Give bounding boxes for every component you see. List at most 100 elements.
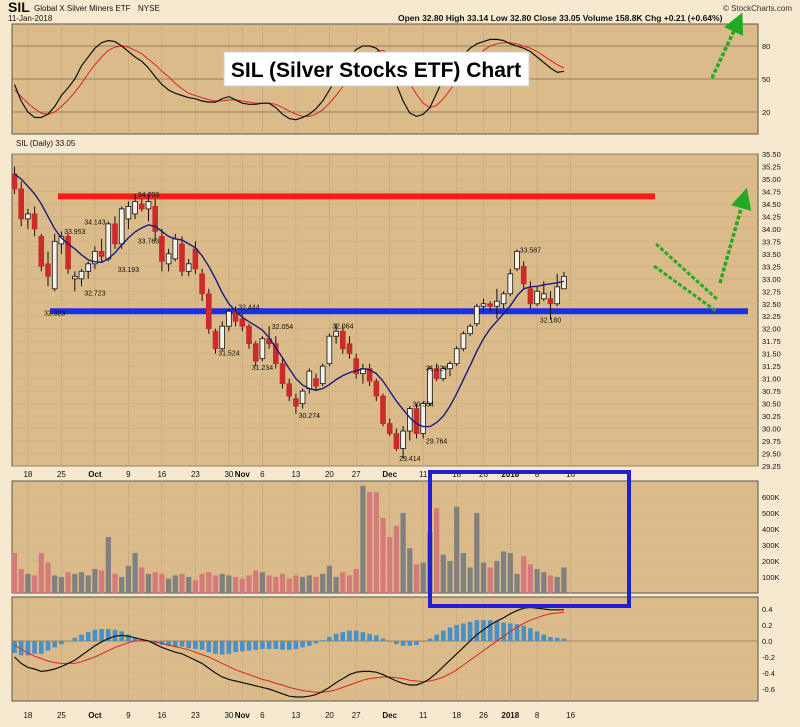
- macd-histogram-bar: [367, 633, 372, 641]
- date-label: 26: [479, 470, 488, 479]
- price-tick-label: 34.00: [762, 225, 781, 234]
- price-tick-label: 33.75: [762, 237, 781, 246]
- candle-down: [353, 358, 359, 375]
- volume-bar: [306, 575, 312, 593]
- price-tick-label: 35.50: [762, 150, 781, 159]
- candle-up: [427, 368, 433, 405]
- volume-bar: [219, 573, 225, 593]
- candle-up: [125, 206, 132, 220]
- macd-histogram-bar: [374, 635, 379, 641]
- macd-histogram-bar: [307, 641, 312, 646]
- macd-histogram-bar: [333, 633, 339, 641]
- volume-bar: [72, 573, 78, 593]
- volume-bar: [78, 572, 85, 593]
- price-tick-label: 30.50: [762, 400, 781, 409]
- candle-down: [212, 330, 219, 350]
- rsi-line: [13, 38, 564, 121]
- date-label: 2018: [501, 711, 519, 720]
- price-point-label: 29.414: [399, 456, 421, 463]
- rsi-up-arrow: [710, 12, 744, 79]
- candle-up: [78, 270, 85, 280]
- price-point-label: 31.224: [426, 365, 448, 372]
- volume-bar: [25, 573, 31, 593]
- macd-histogram-bar: [179, 641, 185, 647]
- price-point-label: 31.234: [252, 365, 274, 372]
- macd-histogram-bar: [353, 630, 359, 641]
- macd-histogram-bar: [434, 634, 439, 641]
- date-label: 11: [419, 711, 428, 720]
- date-label: 16: [157, 711, 166, 720]
- date-label: Dec: [382, 470, 397, 479]
- macd-histogram-bar: [521, 625, 526, 641]
- candle-up: [319, 365, 326, 385]
- macd-histogram-bar: [508, 623, 513, 641]
- macd-histogram-bar: [561, 638, 567, 641]
- price-tick-label: 35.00: [762, 175, 781, 184]
- macd-histogram-bar: [387, 641, 392, 642]
- macd-histogram-bar: [18, 641, 24, 656]
- date-label: Dec: [382, 711, 397, 720]
- candle-up: [480, 303, 487, 307]
- macd-histogram-bar: [360, 632, 366, 641]
- price-tick-label: 32.50: [762, 300, 781, 309]
- price-point-label: 32.064: [332, 324, 354, 331]
- volume-bar: [514, 573, 520, 593]
- price-tick-label: 31.25: [762, 362, 781, 371]
- date-label: 16: [157, 470, 166, 479]
- candle-down: [547, 298, 554, 305]
- candle-down: [18, 188, 24, 220]
- macd-histogram-bar: [126, 634, 131, 641]
- candle-up: [25, 213, 31, 220]
- macd-histogram-bar: [320, 640, 325, 641]
- volume-bar: [132, 553, 138, 593]
- volume-bar: [393, 525, 399, 593]
- macd-histogram-bar: [260, 641, 265, 649]
- macd-histogram-bar: [501, 622, 506, 641]
- volume-bar: [32, 575, 38, 593]
- candle-up: [541, 293, 547, 300]
- volume-bar: [420, 562, 426, 593]
- macd-histogram-bar: [193, 641, 198, 649]
- candle-up: [259, 338, 266, 360]
- macd-histogram-bar: [347, 630, 352, 641]
- price-tick-label: 35.25: [762, 162, 781, 171]
- date-label: 11: [419, 470, 428, 479]
- date-label: 18: [23, 711, 32, 720]
- volume-bar: [440, 554, 446, 593]
- candle-up: [453, 348, 460, 365]
- volume-bar: [494, 561, 500, 593]
- volume-bar: [501, 551, 507, 593]
- macd-histogram-bar: [233, 641, 238, 653]
- macd-histogram-bar: [79, 634, 84, 641]
- volume-bar: [534, 569, 540, 593]
- price-point-label: 32.723: [84, 291, 106, 298]
- macd-panel: [11, 596, 759, 702]
- macd-histogram-bar: [286, 641, 292, 650]
- price-tick-label: 34.50: [762, 200, 781, 209]
- macd-tick-label: -0.6: [762, 685, 775, 694]
- macd-histogram-bar: [461, 623, 466, 641]
- macd-histogram-bar: [226, 641, 232, 654]
- price-point-label: 34.143: [84, 220, 106, 227]
- candle-down: [199, 273, 205, 295]
- volume-bar: [447, 561, 453, 593]
- macd-histogram-bar: [420, 641, 426, 642]
- candle-down: [246, 325, 252, 345]
- volume-bar: [38, 553, 44, 593]
- price-point-label: 33.953: [64, 229, 86, 236]
- macd-histogram-bar: [441, 630, 446, 641]
- candle-down: [31, 213, 38, 230]
- macd-histogram-bar: [106, 629, 111, 641]
- header-symbol: SIL: [8, 0, 30, 15]
- volume-bar: [11, 553, 18, 593]
- volume-bar: [346, 575, 353, 593]
- price-point-label: 32.323: [44, 311, 66, 318]
- date-label: 8: [535, 470, 540, 479]
- candle-up: [145, 201, 152, 210]
- date-label: 30: [224, 470, 233, 479]
- volume-bar: [561, 567, 567, 593]
- volume-tick-label: 300K: [762, 541, 780, 550]
- volume-bar: [166, 578, 172, 593]
- candle-down: [152, 206, 159, 232]
